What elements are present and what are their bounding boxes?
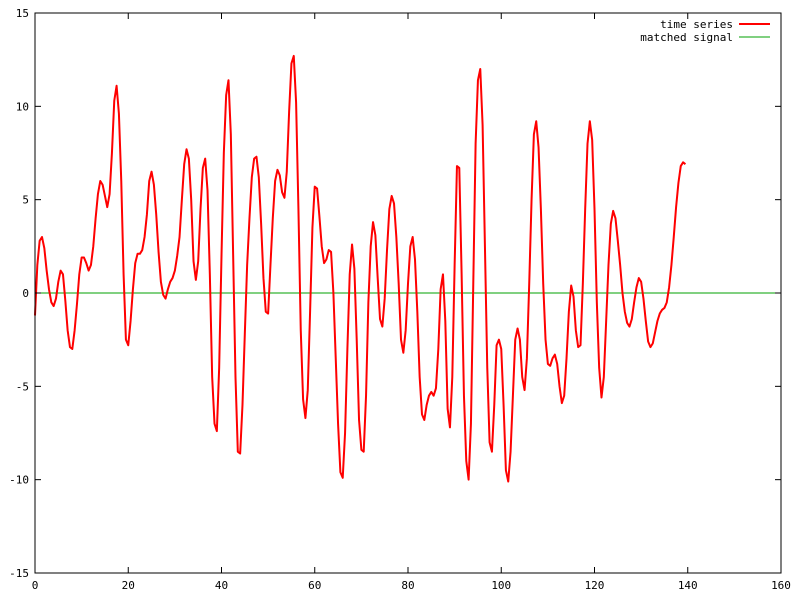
y-tick-label--5: -5 xyxy=(16,380,29,393)
x-tick-label-20: 20 xyxy=(122,579,135,592)
x-tick-label-80: 80 xyxy=(401,579,414,592)
y-tick-label-10: 10 xyxy=(16,100,29,113)
y-tick-label-15: 15 xyxy=(16,7,29,20)
legend-label-time-series: time series xyxy=(660,18,733,31)
x-tick-label-120: 120 xyxy=(585,579,605,592)
plot-series-layer xyxy=(34,54,781,483)
x-tick-label-40: 40 xyxy=(215,579,228,592)
y-tick-label--10: -10 xyxy=(9,474,29,487)
axis-ticks-layer: 0 20 40 60 80 100 120 140 160 -15 -10 -5 0 5 10 15 xyxy=(9,7,791,592)
y-tick-label-5: 5 xyxy=(22,194,29,207)
y-tick-label-0: 0 xyxy=(22,287,29,300)
x-tick-label-100: 100 xyxy=(491,579,511,592)
x-tick-label-160: 160 xyxy=(771,579,791,592)
x-tick-label-140: 140 xyxy=(678,579,698,592)
y-tick-label--15: -15 xyxy=(9,567,29,580)
series-line-time-series xyxy=(34,54,687,483)
legend: time series matched signal xyxy=(640,18,770,44)
x-tick-label-60: 60 xyxy=(308,579,321,592)
x-tick-label-0: 0 xyxy=(32,579,39,592)
legend-label-matched-signal: matched signal xyxy=(640,31,733,44)
